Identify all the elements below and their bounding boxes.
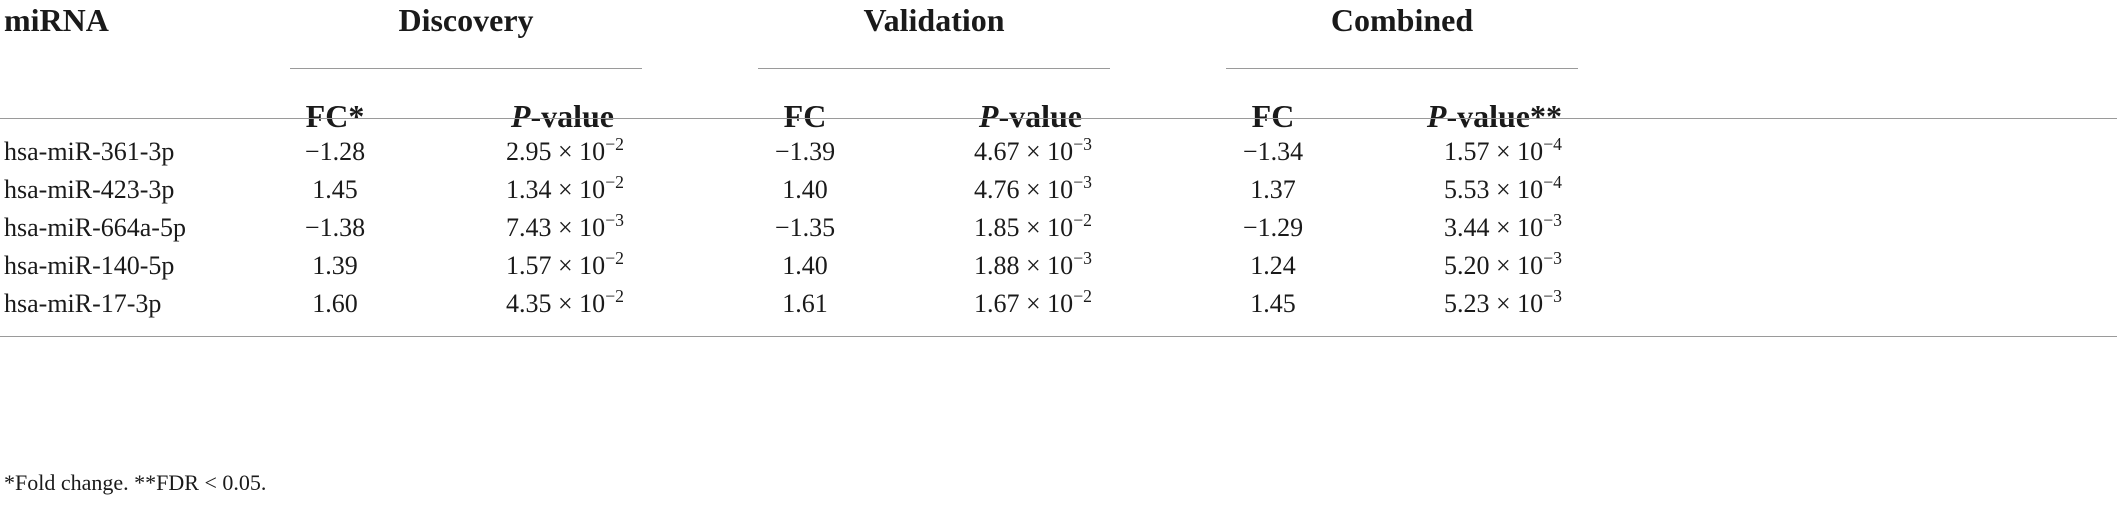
combined-fc-cell: 1.45 — [1250, 289, 1296, 318]
discovery-pvalue-cell: 1.57 × 10−2 — [506, 248, 624, 280]
discovery-group-rule — [290, 68, 642, 69]
discovery-fc-cell: 1.45 — [312, 175, 358, 204]
validation-fc-cell: −1.39 — [774, 137, 836, 166]
combined-fc-cell: 1.24 — [1250, 251, 1296, 280]
discovery-fc-cell: 1.39 — [312, 251, 358, 280]
discovery-pvalue-cell: 1.34 × 10−2 — [506, 172, 624, 204]
validation-fc-cell: −1.35 — [774, 213, 836, 242]
validation-pvalue-cell: 1.85 × 10−2 — [974, 210, 1092, 242]
validation-fc-cell: 1.61 — [782, 289, 828, 318]
combined-fc-cell: 1.37 — [1250, 175, 1296, 204]
validation-fc-cell: 1.40 — [782, 175, 828, 204]
validation-pvalue-cell: 1.67 × 10−2 — [974, 286, 1092, 318]
mirna-name-cell: hsa-miR-361-3p — [4, 137, 175, 166]
mirna-column-header: miRNA — [4, 2, 109, 38]
discovery-fc-cell: 1.60 — [312, 289, 358, 318]
combined-pvalue-cell: 1.57 × 10−4 — [1444, 134, 1562, 166]
discovery-group-title: Discovery — [398, 2, 534, 38]
validation-pvalue-cell: 4.67 × 10−3 — [974, 134, 1092, 166]
combined-fc-header: FC — [1251, 98, 1295, 134]
discovery-fc-header: FC* — [305, 98, 365, 134]
validation-group-rule — [758, 68, 1110, 69]
table-bottom-rule — [0, 336, 2117, 337]
discovery-pvalue-header: P-value — [510, 98, 614, 134]
combined-pvalue-cell: 5.20 × 10−3 — [1444, 248, 1562, 280]
table-footnote: *Fold change. **FDR < 0.05. — [4, 470, 267, 495]
validation-pvalue-header: P-value — [978, 98, 1082, 134]
combined-pvalue-cell: 5.23 × 10−3 — [1444, 286, 1562, 318]
combined-fc-cell: −1.34 — [1242, 137, 1304, 166]
combined-fc-cell: −1.29 — [1242, 213, 1304, 242]
validation-pvalue-cell: 4.76 × 10−3 — [974, 172, 1092, 204]
combined-group-title: Combined — [1330, 2, 1474, 38]
validation-group-title: Validation — [863, 2, 1005, 38]
combined-pvalue-header: P-value** — [1426, 98, 1562, 134]
combined-pvalue-cell: 3.44 × 10−3 — [1444, 210, 1562, 242]
discovery-pvalue-cell: 7.43 × 10−3 — [506, 210, 624, 242]
discovery-pvalue-cell: 2.95 × 10−2 — [506, 134, 624, 166]
header-bottom-rule — [0, 118, 2117, 119]
combined-pvalue-cell: 5.53 × 10−4 — [1444, 172, 1562, 204]
validation-fc-cell: 1.40 — [782, 251, 828, 280]
discovery-fc-cell: −1.28 — [304, 137, 366, 166]
mirna-name-cell: hsa-miR-17-3p — [4, 289, 162, 318]
discovery-fc-cell: −1.38 — [304, 213, 366, 242]
mirna-name-cell: hsa-miR-423-3p — [4, 175, 175, 204]
mirna-name-cell: hsa-miR-140-5p — [4, 251, 175, 280]
discovery-pvalue-cell: 4.35 × 10−2 — [506, 286, 624, 318]
combined-group-rule — [1226, 68, 1578, 69]
mirna-name-cell: hsa-miR-664a-5p — [4, 213, 186, 242]
validation-pvalue-cell: 1.88 × 10−3 — [974, 248, 1092, 280]
validation-fc-header: FC — [783, 98, 827, 134]
